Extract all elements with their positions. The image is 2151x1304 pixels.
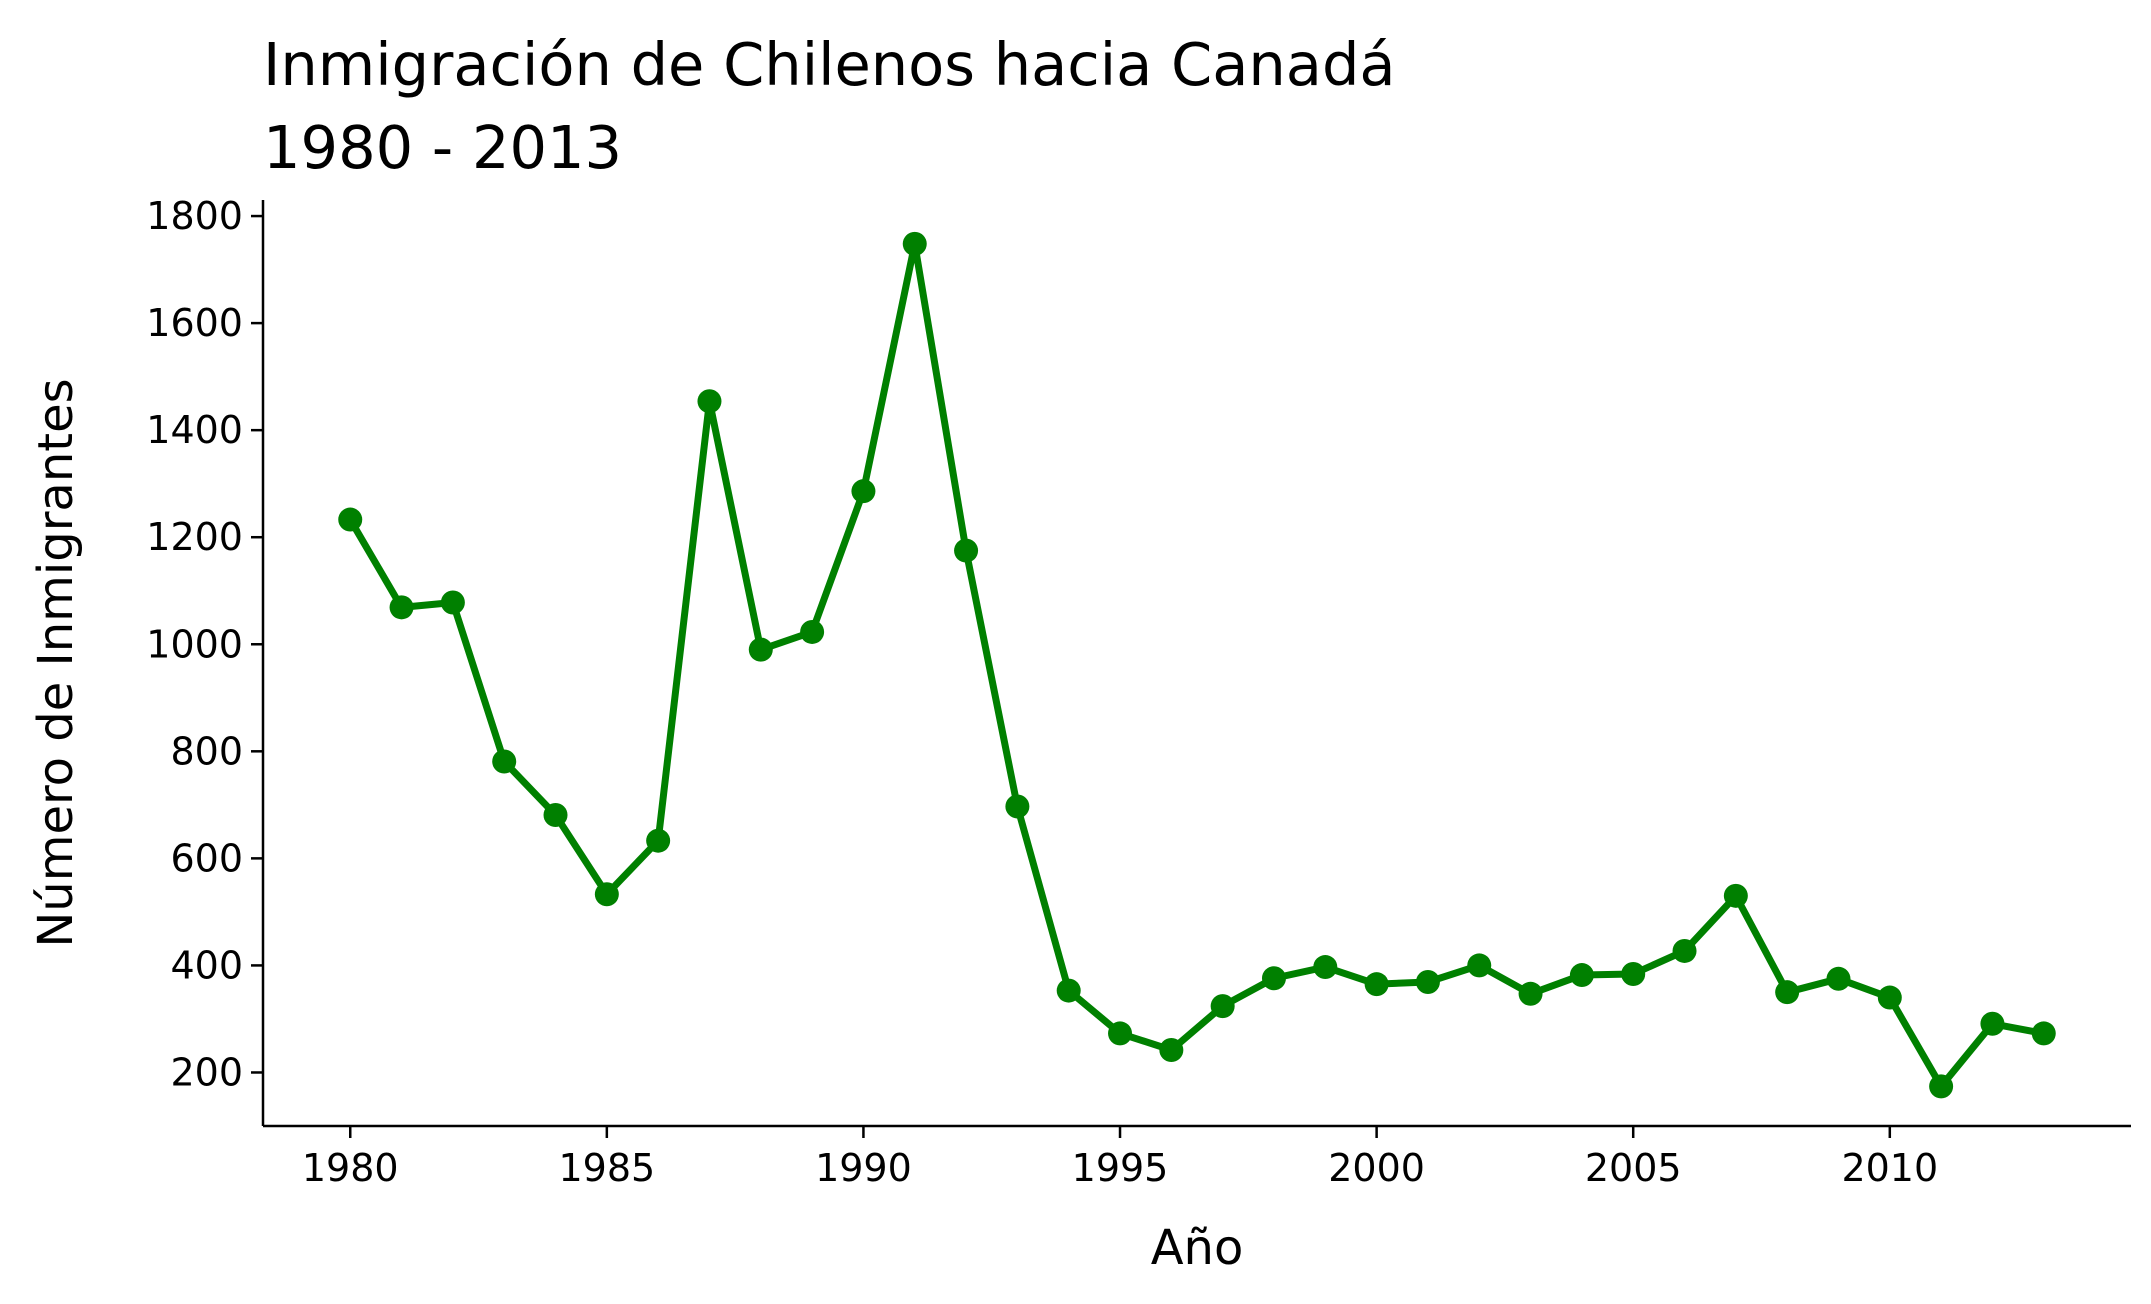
data-point bbox=[1261, 966, 1286, 991]
data-point bbox=[1210, 994, 1235, 1019]
x-tick-label: 2010 bbox=[1841, 1146, 1938, 1190]
x-axis-ticks: 1980 1985 1990 1995 2000 2005 2010 bbox=[302, 1126, 1938, 1190]
x-tick-label: 2000 bbox=[1328, 1146, 1425, 1190]
data-point bbox=[1775, 980, 1800, 1005]
data-point bbox=[1005, 794, 1030, 819]
data-point bbox=[338, 507, 363, 532]
data-point bbox=[902, 231, 927, 256]
y-tick-label: 600 bbox=[170, 836, 243, 880]
data-point bbox=[1621, 961, 1646, 986]
y-tick-label: 200 bbox=[170, 1050, 243, 1094]
data-point bbox=[389, 595, 414, 620]
data-point bbox=[851, 479, 876, 504]
data-point bbox=[954, 538, 979, 563]
series-group bbox=[338, 231, 2056, 1099]
data-point bbox=[594, 882, 619, 907]
y-tick-label: 400 bbox=[170, 943, 243, 987]
data-point bbox=[1929, 1074, 1954, 1099]
chart-title-line-2: 1980 - 2013 bbox=[263, 113, 622, 182]
data-point bbox=[800, 619, 825, 644]
data-point bbox=[1159, 1037, 1184, 1062]
series-line bbox=[347, 240, 2045, 1090]
data-point bbox=[697, 389, 722, 414]
data-point bbox=[1467, 953, 1492, 978]
data-point bbox=[1723, 883, 1748, 908]
x-axis-label: Año bbox=[1151, 1220, 1244, 1276]
y-tick-label: 1600 bbox=[146, 301, 243, 345]
data-point bbox=[2031, 1021, 2056, 1046]
data-point bbox=[492, 749, 517, 774]
data-point bbox=[646, 828, 671, 853]
x-tick-label: 1995 bbox=[1072, 1146, 1169, 1190]
y-tick-label: 1800 bbox=[146, 194, 243, 238]
data-point bbox=[1108, 1021, 1133, 1046]
x-tick-label: 1990 bbox=[815, 1146, 912, 1190]
data-point bbox=[1415, 970, 1440, 995]
data-point bbox=[1313, 955, 1338, 980]
data-point bbox=[1877, 985, 1902, 1010]
y-axis-ticks: 200 400 600 800 1000 1200 1400 1600 1800 bbox=[146, 194, 263, 1094]
y-tick-label: 1400 bbox=[146, 408, 243, 452]
x-tick-label: 1985 bbox=[558, 1146, 655, 1190]
data-point bbox=[748, 637, 773, 662]
y-tick-label: 1200 bbox=[146, 515, 243, 559]
data-point bbox=[1672, 938, 1697, 963]
x-tick-label: 1980 bbox=[302, 1146, 399, 1190]
data-point bbox=[1980, 1011, 2005, 1036]
data-point bbox=[440, 590, 465, 615]
data-point bbox=[543, 803, 568, 828]
y-axis-label: Número de Inmigrantes bbox=[28, 378, 84, 947]
x-tick-label: 2005 bbox=[1585, 1146, 1682, 1190]
data-point bbox=[1364, 972, 1389, 997]
y-tick-label: 800 bbox=[170, 729, 243, 773]
y-tick-label: 1000 bbox=[146, 622, 243, 666]
data-point bbox=[1826, 966, 1851, 991]
plot-area: 1980 1985 1990 1995 2000 2005 2010 200 400 600 80… bbox=[146, 194, 2131, 1190]
data-point bbox=[1569, 963, 1594, 988]
chart-title-line-1: Inmigración de Chilenos hacia Canadá bbox=[263, 30, 1396, 99]
data-point bbox=[1056, 978, 1081, 1003]
data-point bbox=[1518, 981, 1543, 1006]
